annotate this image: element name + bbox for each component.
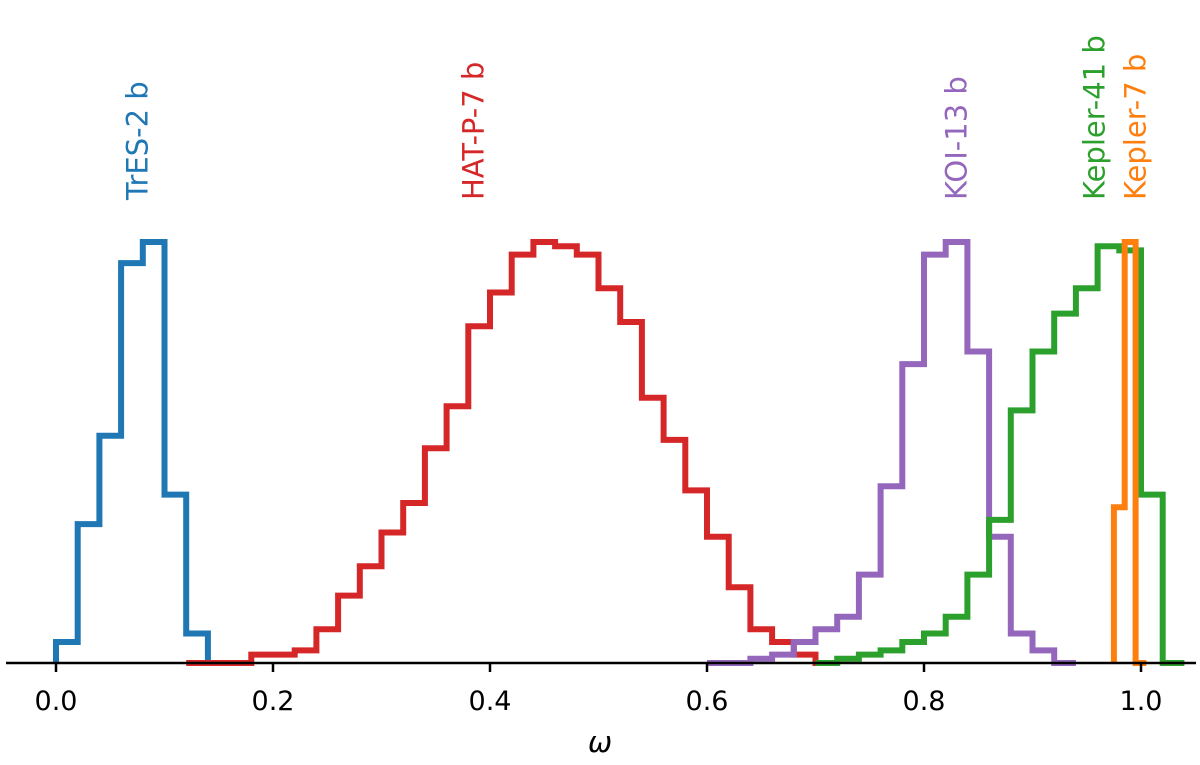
x-tick-label: 0.6: [686, 686, 729, 717]
x-tick-label: 0.4: [469, 686, 512, 717]
series-label-tres-2-b: TrES-2 b: [120, 81, 154, 201]
series-label-kepler-7-b: Kepler-7 b: [1119, 54, 1153, 200]
histogram-koi-13-b: [707, 239, 1076, 666]
x-tick-label: 0.0: [35, 686, 78, 717]
x-tick-label: 0.2: [252, 686, 295, 717]
series-label-hat-p-7-b: HAT-P-7 b: [457, 62, 491, 200]
series-label-koi-13-b: KOI-13 b: [940, 76, 974, 200]
histogram-hat-p-7-b: [186, 239, 838, 666]
x-ticks: 0.0 0.2 0.4 0.6 0.8 1.0: [35, 663, 1163, 717]
series-labels: TrES-2 b HAT-P-7 b KOI-13 b Kepler-41 b Kepl…: [120, 35, 1152, 201]
histogram-kepler-41-b: [815, 243, 1185, 666]
x-tick-label: 1.0: [1120, 686, 1163, 717]
histogram-tres-2-b: [53, 239, 230, 666]
series-layer: [53, 239, 1185, 666]
series-label-kepler-41-b: Kepler-41 b: [1077, 35, 1111, 200]
x-tick-label: 0.8: [903, 686, 946, 717]
x-axis-label: ω: [588, 725, 612, 759]
